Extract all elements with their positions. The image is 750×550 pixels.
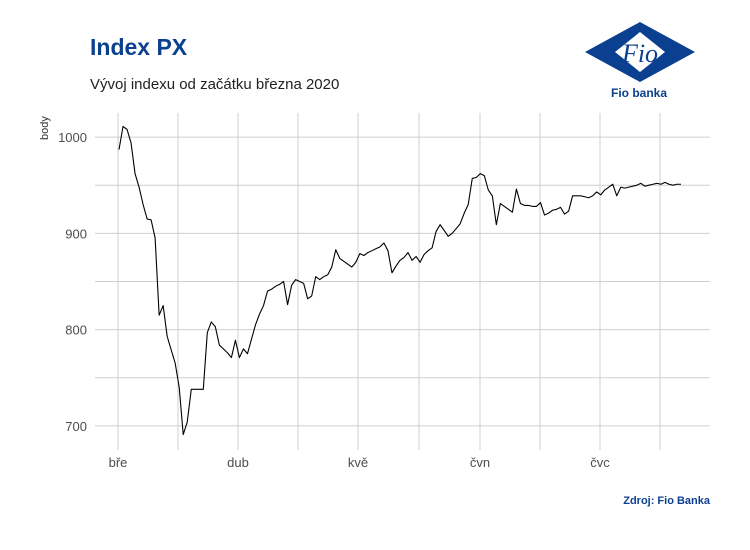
series — [118, 125, 681, 436]
logo-caption: Fio banka — [610, 86, 667, 100]
grid — [95, 113, 710, 450]
x-tick-labels: bře dub kvě čvn čvc — [109, 455, 611, 470]
x-tick-label: kvě — [348, 455, 368, 470]
y-tick-label: 700 — [65, 419, 87, 434]
source-note: Zdroj: Fio Banka — [623, 495, 710, 507]
chart-title: Index PX — [90, 34, 188, 60]
y-axis-label: body — [39, 116, 51, 140]
y-tick-label: 900 — [65, 226, 87, 241]
x-tick-label: čvn — [470, 455, 490, 470]
y-tick-labels: 700 800 900 1000 — [58, 130, 87, 434]
logo-mark-text: Fio — [621, 39, 658, 68]
y-tick-label: 800 — [65, 323, 87, 338]
fio-banka-logo: Fio Fio banka — [585, 18, 695, 108]
chart-subtitle: Vývoj indexu od začátku března 2020 — [90, 76, 340, 93]
x-tick-label: čvc — [590, 455, 610, 470]
x-tick-label: dub — [227, 455, 249, 470]
x-tick-label: bře — [109, 455, 128, 470]
fio-logo-mark-icon: Fio — [585, 22, 695, 82]
series-line — [118, 125, 681, 436]
y-tick-label: 1000 — [58, 130, 87, 145]
